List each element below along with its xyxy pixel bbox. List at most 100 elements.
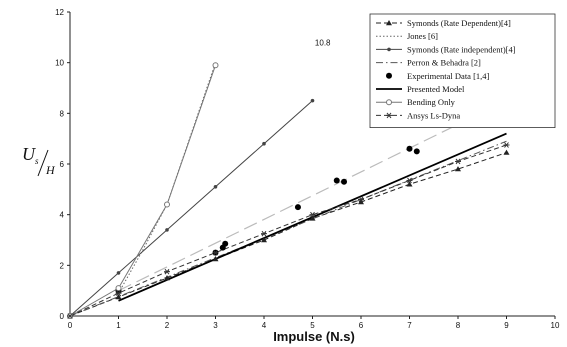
- star-stroke: [407, 177, 412, 184]
- data-point-symonds-rate-independent-4: [310, 98, 315, 103]
- series-line-bending-only: [69, 65, 216, 317]
- data-point-ansys-ls-dyna: [309, 211, 316, 218]
- data-point-ansys-ls-dyna: [358, 196, 364, 203]
- chart-annotation: 10.8: [315, 38, 331, 47]
- series-line-symonds-rate-independent-4: [69, 100, 313, 317]
- reference-line-series: [118, 100, 507, 292]
- x-tick-label: 8: [456, 321, 461, 330]
- data-point-ansys-ls-dyna: [115, 290, 122, 297]
- star-stroke: [386, 112, 392, 119]
- star-stroke: [164, 268, 170, 275]
- data-point-symonds-rate-independent-4: [213, 185, 218, 189]
- legend-entry: Ansys Ls-Dyna: [376, 110, 460, 120]
- legend-entry: Jones [6]: [376, 31, 438, 41]
- data-point-symonds-rate-dependent-4: [309, 215, 316, 221]
- star-stroke: [504, 142, 509, 148]
- star-stroke: [67, 313, 73, 319]
- data-point-ansys-ls-dyna: [261, 230, 267, 237]
- data-point-ansys-ls-dyna: [212, 249, 219, 256]
- star-stroke: [213, 249, 218, 256]
- x-axis-label: Impulse (N.s): [273, 329, 355, 344]
- data-point-ansys-ls-dyna: [406, 177, 413, 184]
- x-tick-label: 6: [359, 321, 364, 330]
- y-tick-label: 10: [55, 59, 64, 68]
- data-point-symonds-rate-dependent-4: [455, 166, 461, 172]
- data-point-bending-only: [212, 62, 219, 69]
- x-tick-label: 7: [407, 321, 412, 330]
- x-tick-label: 5: [310, 321, 315, 330]
- legend-label: Bending Only: [407, 97, 456, 107]
- data-point-experimental-data-1-4: [341, 178, 348, 185]
- y-tick-label: 0: [60, 312, 65, 321]
- data-point-symonds-rate-dependent-4: [358, 199, 364, 205]
- data-point-symonds-rate-dependent-4: [503, 149, 510, 155]
- legend-entry: Symonds (Rate Dependent)[4]: [376, 18, 511, 28]
- x-tick-label: 1: [116, 321, 121, 330]
- legend-label: Perron & Behadra [2]: [407, 58, 481, 68]
- x-tick-label: 10: [551, 321, 560, 330]
- x-tick-label: 4: [262, 321, 267, 330]
- legend-label: Symonds (Rate independent)[4]: [407, 44, 516, 54]
- data-point-bending-only: [115, 285, 122, 292]
- legend-box: [369, 13, 556, 128]
- legend-marker: [386, 20, 392, 26]
- y-axis-label-denominator: H: [45, 163, 56, 177]
- data-point-symonds-rate-dependent-4: [261, 237, 267, 243]
- data-point-experimental-data-1-4: [294, 204, 301, 211]
- legend-label: Ansys Ls-Dyna: [407, 110, 460, 120]
- data-point-ansys-ls-dyna: [67, 313, 73, 319]
- data-point-symonds-rate-dependent-4: [212, 256, 219, 262]
- legend-entry: Perron & Behadra [2]: [376, 58, 481, 68]
- x-tick-label: 3: [213, 321, 218, 330]
- star-stroke: [455, 158, 461, 165]
- data-point-ansys-ls-dyna: [164, 268, 170, 275]
- legend-label: Symonds (Rate Dependent)[4]: [407, 18, 511, 28]
- chart-markers: 10.8: [67, 38, 510, 319]
- data-point-ansys-ls-dyna: [503, 142, 510, 148]
- legend-marker: [386, 112, 392, 119]
- data-point-ansys-ls-dyna: [455, 158, 461, 165]
- chart-legend: Symonds (Rate Dependent)[4] Jones [6] Symo…: [369, 13, 556, 128]
- legend-entry: Symonds (Rate independent)[4]: [376, 44, 516, 54]
- y-axis-label-sub: s: [35, 156, 39, 166]
- legend-entry: Presented Model: [376, 84, 465, 94]
- data-point-symonds-rate-dependent-4: [406, 181, 413, 187]
- y-tick-label: 4: [60, 211, 65, 220]
- legend-entry: Experimental Data [1,4]: [386, 71, 490, 81]
- x-tick-label: 0: [68, 321, 73, 330]
- legend-entry: Bending Only: [376, 97, 456, 107]
- y-axis-label-main: U: [22, 144, 36, 164]
- y-axis-label: U s H: [22, 144, 56, 177]
- data-point-symonds-rate-dependent-4: [115, 294, 122, 300]
- legend-marker: [387, 47, 391, 52]
- legend-label: Experimental Data [1,4]: [407, 71, 490, 81]
- legend-marker: [386, 99, 392, 106]
- x-tick-label: 2: [165, 321, 170, 330]
- series-line-symonds-rate-dependent-4: [69, 152, 507, 317]
- y-axis-label-divider: [37, 149, 49, 177]
- data-point-symonds-rate-independent-4: [262, 141, 266, 146]
- y-tick-label: 8: [60, 109, 65, 118]
- data-point-symonds-rate-dependent-4: [164, 275, 170, 281]
- y-tick-label: 2: [60, 261, 65, 270]
- data-point-experimental-data-1-4: [333, 177, 340, 184]
- legend-marker: [386, 72, 392, 79]
- series-line-jones-6: [118, 62, 216, 294]
- x-tick-label: 9: [504, 321, 509, 330]
- star-stroke: [310, 211, 315, 218]
- data-point-bending-only: [164, 201, 170, 208]
- chart-series: [69, 62, 507, 317]
- data-point-experimental-data-1-4: [222, 240, 229, 247]
- data-point-symonds-rate-independent-4: [165, 228, 169, 232]
- legend-label: Jones [6]: [407, 31, 438, 41]
- data-point-experimental-data-1-4: [413, 148, 420, 155]
- data-point-experimental-data-1-4: [406, 145, 413, 152]
- data-point-symonds-rate-independent-4: [116, 271, 121, 275]
- y-tick-label: 6: [60, 160, 65, 169]
- star-stroke: [116, 290, 121, 297]
- legend-label: Presented Model: [407, 84, 465, 94]
- series-line-ansys-ls-dyna: [69, 144, 507, 317]
- star-stroke: [261, 230, 267, 237]
